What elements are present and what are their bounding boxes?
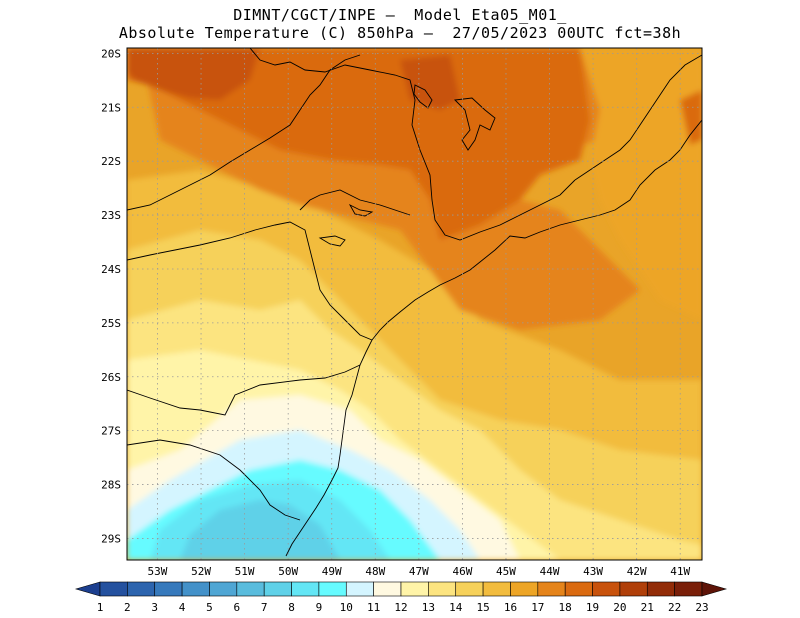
colorbar-swatch (209, 581, 238, 597)
lake-1 (454, 97, 496, 151)
colorbar-swatch (564, 581, 593, 597)
colorbar-swatch (236, 581, 265, 597)
colorbar-label: 8 (288, 601, 295, 614)
lon-label: 41W (670, 565, 690, 578)
colorbar-swatch (154, 581, 183, 597)
lon-label: 45W (496, 565, 516, 578)
temperature-field (127, 48, 702, 560)
colorbar-label: 2 (124, 601, 131, 614)
field-east-19 (680, 90, 702, 145)
latitude-labels: 20S 21S 22S 23S 24S 25S 26S 27S 28S 29S (101, 47, 121, 545)
state-border-central (249, 48, 576, 241)
colorbar-label: 1 (97, 601, 104, 614)
colorbar-swatch (291, 581, 320, 597)
longitude-labels: 53W 52W 51W 50W 49W 48W 47W 46W 45W 44W 43W 42W 41W (148, 565, 691, 578)
title-line-1: DIMNT/CGCT/INPE – Model Eta05_M01_ (233, 6, 567, 24)
colorbar-swatch (400, 581, 429, 597)
field-warm-20 (127, 48, 260, 100)
lat-label: 21S (101, 101, 121, 114)
state-border-sp (299, 189, 411, 216)
lon-label: 43W (583, 565, 603, 578)
colorbar-label: 3 (151, 601, 158, 614)
coastlines-borders (127, 48, 702, 557)
colorbar-arrow-left (74, 581, 101, 597)
field-warm-20b (400, 55, 460, 110)
field-8 (180, 500, 340, 560)
lon-label: 51W (235, 565, 255, 578)
colorbar-label: 17 (531, 601, 544, 614)
lake-3 (348, 203, 374, 217)
lat-label: 27S (101, 425, 121, 438)
colorbar-label: 6 (234, 601, 241, 614)
colorbar-label: 14 (449, 601, 463, 614)
graticule (127, 48, 702, 560)
colorbar-swatch (646, 581, 675, 597)
colorbar-swatch (592, 581, 621, 597)
colorbar-swatch (263, 581, 292, 597)
colorbar-labels: 1 2 3 4 5 6 7 8 9 10 11 12 13 14 15 16 17 18 19 20 21 22 23 (97, 601, 709, 614)
colorbar-label: 9 (316, 601, 323, 614)
colorbar-swatch (537, 581, 566, 597)
colorbar-swatch (619, 581, 648, 597)
map-frame (126, 47, 703, 561)
state-border-south (127, 439, 301, 521)
colorbar-label: 20 (613, 601, 626, 614)
colorbar-label: 12 (394, 601, 407, 614)
colorbar-swatch (127, 581, 156, 597)
colorbar-swatch (99, 581, 128, 597)
colorbar-label: 11 (367, 601, 380, 614)
lat-label: 20S (101, 47, 121, 60)
colorbar-swatch (181, 581, 210, 597)
lon-label: 42W (627, 565, 647, 578)
colorbar-label: 18 (559, 601, 572, 614)
lat-label: 25S (101, 317, 121, 330)
lon-label: 46W (452, 565, 472, 578)
colorbar-swatch (674, 581, 703, 597)
colorbar-label: 15 (476, 601, 489, 614)
lon-label: 47W (409, 565, 429, 578)
colorbar-label: 22 (668, 601, 681, 614)
lon-label: 49W (322, 565, 342, 578)
colorbar-label: 19 (586, 601, 599, 614)
colorbar-swatch (510, 581, 539, 597)
lat-label: 26S (101, 371, 121, 384)
state-border-north (127, 54, 361, 211)
lon-label: 53W (148, 565, 168, 578)
colorbar-arrow-right (701, 581, 728, 597)
lon-label: 48W (365, 565, 385, 578)
lat-label: 29S (101, 532, 121, 545)
lat-label: 23S (101, 209, 121, 222)
colorbar-swatch (318, 581, 347, 597)
state-border-east (574, 54, 702, 181)
colorbar-label: 4 (179, 601, 186, 614)
lon-label: 52W (191, 565, 211, 578)
colorbar-label: 21 (641, 601, 654, 614)
lon-label: 50W (278, 565, 298, 578)
colorbar-label: 7 (261, 601, 268, 614)
colorbar-label: 5 (206, 601, 213, 614)
lon-label: 44W (540, 565, 560, 578)
state-border-west (127, 364, 361, 416)
lat-label: 24S (101, 263, 121, 276)
colorbar-label: 23 (695, 601, 708, 614)
state-border-middle (127, 221, 373, 341)
lake-4 (318, 235, 346, 247)
colorbar-swatch (345, 581, 374, 597)
lake-2 (413, 84, 433, 109)
colorbar-swatch (482, 581, 511, 597)
colorbar (74, 581, 728, 597)
colorbar-label: 10 (340, 601, 353, 614)
field-warm-19 (127, 48, 590, 240)
colorbar-swatch (373, 581, 402, 597)
colorbar-label: 13 (422, 601, 435, 614)
title-line-2: Absolute Temperature (C) 850hPa – 27/05/… (118, 24, 682, 42)
lat-label: 28S (101, 479, 121, 492)
colorbar-swatch (428, 581, 457, 597)
lat-label: 22S (101, 155, 121, 168)
colorbar-label: 16 (504, 601, 517, 614)
atlantic-coastline (285, 119, 702, 557)
colorbar-swatch (455, 581, 484, 597)
